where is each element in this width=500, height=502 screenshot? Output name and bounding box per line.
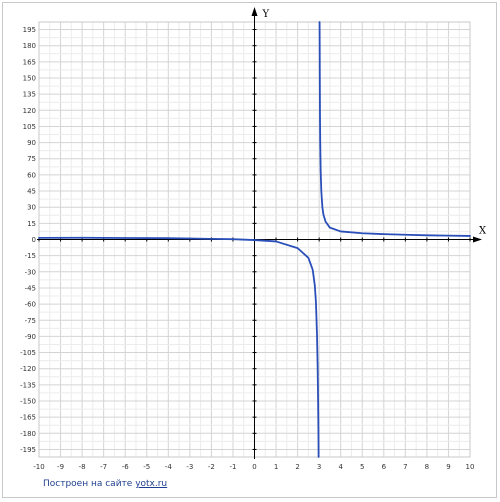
y-tick-label: -60 [25,301,36,309]
x-tick-label: -8 [79,463,86,471]
y-tick-label: -150 [20,398,36,406]
y-tick-label: -90 [25,333,36,341]
x-tick-label: -1 [229,463,236,471]
y-tick-label: 150 [23,74,36,82]
credit-prefix: Построен на сайте [43,479,136,489]
y-tick-label: -30 [25,268,36,276]
x-tick-label: 10 [466,463,475,471]
x-tick-label: 3 [317,463,321,471]
x-axis-label: X [479,226,487,237]
y-tick-label: 180 [23,42,36,50]
y-tick-label: -165 [20,414,36,422]
x-tick-label: -4 [165,463,173,471]
y-tick-label: 60 [27,171,36,179]
function-graph: -10 -9 -8 -7 -6 -5 -4 -3 -2 -1 0 1 2 3 4 5 6 7 8 9 101951801… [20,7,487,471]
curve-right-branch [318,21,471,237]
x-tick-label: -10 [33,463,44,471]
y-tick-label: -120 [20,365,36,373]
y-axis-arrow [251,7,258,16]
x-tick-label: -7 [100,463,107,471]
x-tick-label: 5 [360,463,364,471]
y-axis-label: Y [262,9,270,20]
x-tick-label: 6 [382,463,387,471]
x-tick-label: 9 [446,463,450,471]
y-tick-label: 30 [27,204,36,212]
x-tick-label: 2 [295,463,299,471]
curve-left-branch [38,236,320,458]
y-tick-label: -15 [25,252,36,260]
y-tick-label: 0 [32,236,36,244]
y-tick-label: -45 [25,284,36,292]
x-tick-label: 0 [252,463,256,471]
y-tick-label: -180 [20,430,36,438]
function-curves [38,21,471,458]
x-tick-label: 7 [403,463,407,471]
x-tick-label: 1 [274,463,278,471]
y-tick-label: 90 [27,139,36,147]
y-tick-label: 135 [23,91,36,99]
x-tick-label: -3 [186,463,193,471]
y-tick-label: -105 [20,349,36,357]
y-tick-label: 195 [23,26,36,34]
x-tick-label: 4 [338,463,343,471]
y-tick-label: 75 [27,155,36,163]
x-axis-arrow [473,236,482,243]
x-tick-label: -5 [143,463,150,471]
y-tick-label: -75 [25,317,36,325]
y-tick-label: 120 [23,107,36,115]
x-tick-label: -9 [57,463,64,471]
y-tick-label: 15 [27,220,36,228]
x-tick-label: -2 [208,463,215,471]
y-tick-label: 165 [23,58,36,66]
axes [37,7,482,459]
x-tick-label: -6 [122,463,130,471]
y-tick-label: 45 [27,188,36,196]
y-tick-label: 105 [23,123,36,131]
credit-line: Построен на сайте yotx.ru [43,479,167,489]
chart-frame: -10 -9 -8 -7 -6 -5 -4 -3 -2 -1 0 1 2 3 4 5 6 7 8 9 10 195 180 1… [2,2,497,498]
tick-labels: -10 -9 -8 -7 -6 -5 -4 -3 -2 -1 0 1 2 3 4 5 6 7 8 9 101951801… [20,26,474,471]
credit-link[interactable]: yotx.ru [135,479,168,489]
y-tick-label: -135 [20,381,36,389]
y-tick-label: -195 [20,446,36,454]
x-tick-label: 8 [425,463,429,471]
